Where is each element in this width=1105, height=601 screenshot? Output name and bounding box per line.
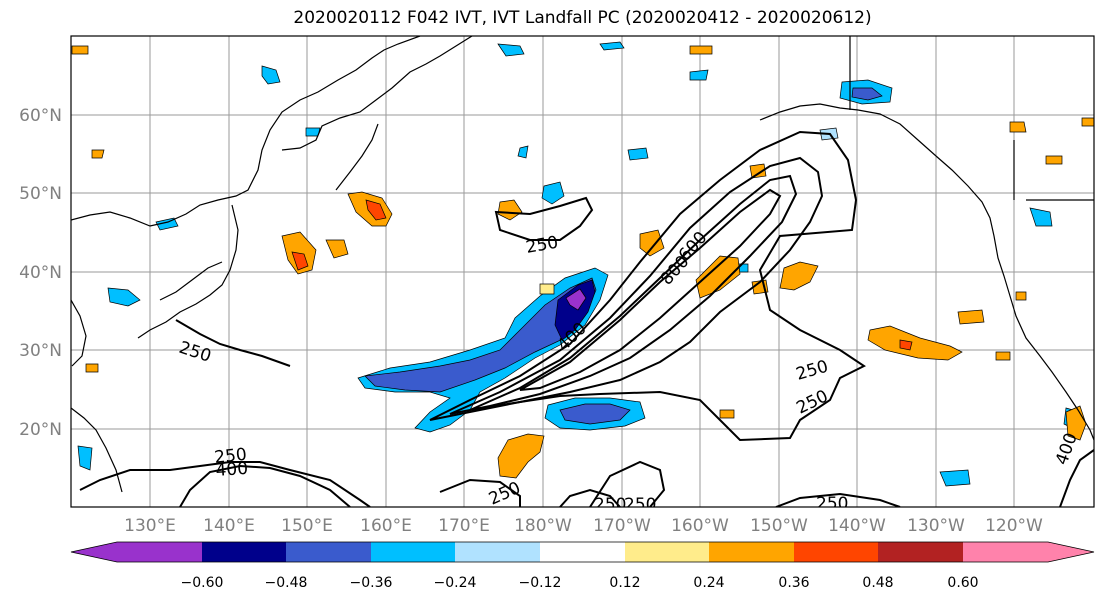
- colorbar-label: −0.48: [265, 575, 308, 591]
- contour-250-outer: [429, 130, 866, 442]
- lon-label: 140°E: [203, 516, 255, 536]
- coastlines: [71, 36, 1094, 493]
- lat-label: 50°N: [19, 184, 62, 204]
- lat-label: 20°N: [19, 420, 62, 440]
- colorbar-segment: [371, 542, 455, 562]
- lon-label: 150°W: [750, 516, 808, 536]
- colorbar-label: 0.12: [609, 575, 640, 591]
- colorbar-label: −0.36: [350, 575, 393, 591]
- colorbar-label: −0.12: [519, 575, 562, 591]
- colorbar-labels: −0.60 −0.48 −0.36 −0.24 −0.12 0.12 0.24 …: [181, 575, 979, 591]
- colorbar-segment: [878, 542, 963, 562]
- colorbar-segment: [709, 542, 794, 562]
- blue-core: [554, 279, 596, 341]
- lon-label: 180°W: [514, 516, 572, 536]
- lon-label: 170°W: [593, 516, 651, 536]
- contour-label: 250: [816, 494, 848, 514]
- colorbar-extend-min: [71, 542, 117, 562]
- lon-label: 120°W: [985, 516, 1043, 536]
- contour-label: 250: [624, 495, 656, 515]
- contour-label: 400: [215, 459, 249, 481]
- colorbar-segment: [625, 542, 709, 562]
- lat-label: 30°N: [19, 341, 62, 361]
- colorbar-label: −0.60: [181, 575, 224, 591]
- orange-patch-2: [497, 433, 545, 479]
- colorbar-outline: [70, 541, 1095, 563]
- colorbar-segment: [286, 542, 371, 562]
- negative-anomaly-fills: [77, 41, 1081, 487]
- colorbar-segment: [202, 542, 286, 562]
- colorbar: −0.60 −0.48 −0.36 −0.24 −0.12 0.12 0.24 …: [70, 541, 1095, 591]
- colorbar-segment: [455, 542, 540, 562]
- positive-anomaly-fills: [71, 45, 1094, 479]
- colorbar-label: 0.60: [947, 575, 978, 591]
- lat-label: 40°N: [19, 263, 62, 283]
- contour-label: 250: [594, 495, 626, 515]
- lon-label: 130°E: [124, 516, 176, 536]
- colorbar-label: 0.24: [693, 575, 724, 591]
- lon-label: 160°E: [360, 516, 412, 536]
- lat-label: 60°N: [19, 106, 62, 126]
- colorbar-segments: [70, 541, 1095, 563]
- colorbar-segment: [794, 542, 878, 562]
- latitude-labels: 60°N 50°N 40°N 30°N 20°N: [19, 106, 62, 440]
- colorbar-segment: [540, 542, 625, 562]
- longitude-labels: 130°E 140°E 150°E 160°E 170°E 180°W 170°…: [124, 516, 1043, 536]
- map-panel: 250 250 250 250 250 250 250 250 400 400 …: [70, 35, 1095, 515]
- colorbar-label: 0.48: [862, 575, 893, 591]
- colorbar-extend-max: [1048, 542, 1094, 562]
- lon-label: 160°W: [671, 516, 729, 536]
- ivt-contours: [79, 130, 1094, 507]
- lon-label: 140°W: [828, 516, 886, 536]
- colorbar-segment: [963, 542, 1048, 562]
- map-title: 2020020112 F042 IVT, IVT Landfall PC (20…: [293, 8, 872, 28]
- lon-label: 170°E: [438, 516, 490, 536]
- colorbar-label: −0.24: [434, 575, 477, 591]
- colorbar-label: 0.36: [778, 575, 809, 591]
- contour-label: 250: [213, 445, 247, 468]
- lon-label: 130°W: [907, 516, 965, 536]
- lon-label: 150°E: [281, 516, 333, 536]
- colorbar-segment: [117, 542, 202, 562]
